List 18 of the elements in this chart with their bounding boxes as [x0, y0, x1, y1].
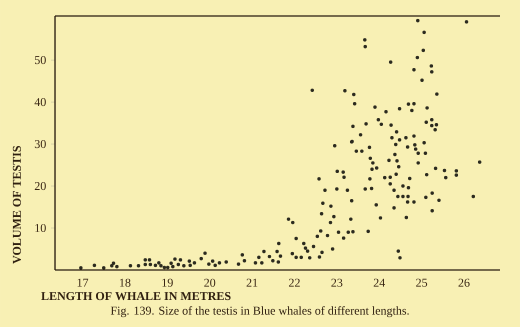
y-tick-label: 50	[34, 56, 46, 64]
x-axis-title: LENGTH OF WHALE IN METRES	[41, 292, 231, 300]
x-tick-label: 22	[288, 278, 300, 287]
y-tick-label: 10	[35, 224, 46, 232]
x-tick-label: 20	[204, 278, 216, 287]
x-tick-label: 23	[331, 278, 342, 287]
x-tick-label: 18	[120, 278, 130, 287]
y-tick-label: 40	[34, 98, 46, 106]
x-tick-label: 26	[458, 278, 470, 287]
x-tick-label: 24	[374, 278, 386, 287]
x-tick-label: 25	[416, 278, 428, 287]
caption: Fig. 139. Size of the testis in Blue whales of different lengths.	[110, 306, 409, 318]
x-tick-label: 21	[246, 278, 258, 287]
y-axis-title: VOLUME OF TESTIS	[12, 146, 21, 264]
y-tick-label: 30	[34, 140, 46, 148]
y-tick-label: 20	[34, 182, 46, 190]
x-tick-label: 19	[162, 278, 173, 287]
x-tick-label: 17	[78, 278, 88, 287]
